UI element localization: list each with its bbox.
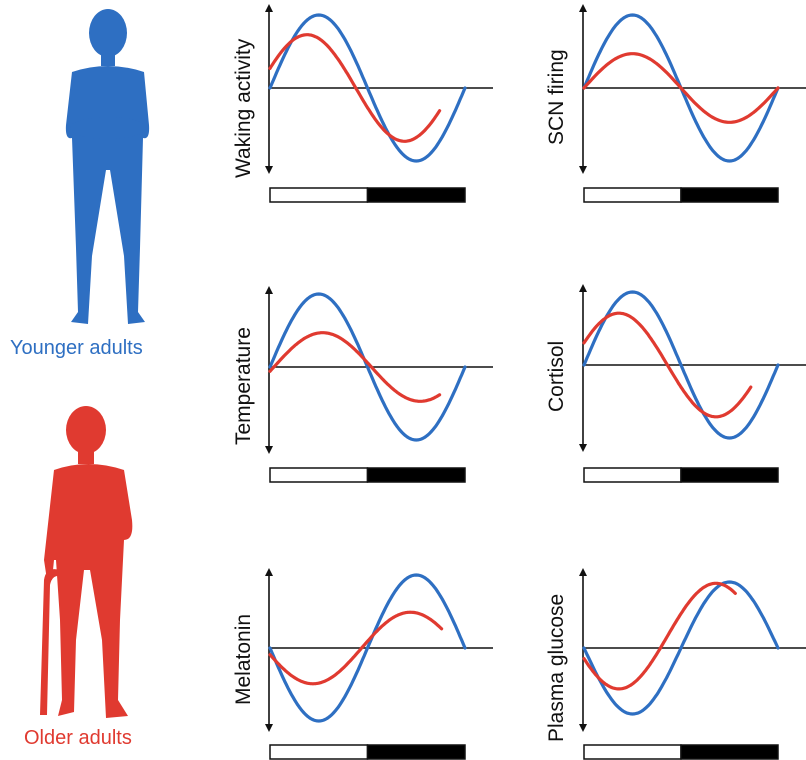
ylabel-scn-firing: SCN firing — [545, 49, 568, 145]
ylabel-melatonin: Melatonin — [232, 613, 255, 705]
series-line-older — [582, 311, 753, 419]
day-bar — [269, 467, 369, 483]
panel-temperature — [265, 286, 493, 483]
ylabel-waking-activity: Waking activity — [232, 38, 255, 178]
ylabel-cortisol: Cortisol — [545, 340, 568, 412]
older-adults-label: Older adults — [24, 727, 132, 749]
series-line-older — [268, 610, 444, 686]
night-bar — [680, 744, 779, 760]
ylabel-plasma-glucose: Plasma glucose — [545, 593, 568, 742]
younger-adult-silhouette-icon — [65, 9, 150, 324]
series-line-younger — [268, 13, 467, 163]
ylabel-temperature: Temperature — [232, 327, 255, 445]
day-bar — [583, 467, 682, 483]
panel-waking-activity — [265, 4, 493, 203]
day-bar — [269, 744, 369, 760]
night-bar — [366, 467, 466, 483]
series-line-younger — [268, 573, 467, 723]
day-bar — [583, 187, 682, 203]
day-bar — [269, 187, 369, 203]
night-bar — [680, 187, 779, 203]
series-line-older — [268, 331, 442, 403]
younger-adults-label: Younger adults — [10, 337, 143, 359]
series-line-younger — [582, 580, 780, 716]
series-line-younger — [582, 290, 780, 440]
night-bar — [366, 744, 466, 760]
panel-plasma-glucose — [579, 568, 806, 760]
series-line-older — [582, 52, 780, 124]
series-line-older — [268, 33, 442, 143]
series-line-younger — [268, 292, 467, 442]
panel-scn-firing — [579, 4, 806, 203]
night-bar — [680, 467, 779, 483]
panel-melatonin — [265, 568, 493, 760]
series-line-older — [582, 581, 737, 691]
night-bar — [366, 187, 466, 203]
older-adult-with-cane-silhouette-icon — [40, 406, 133, 718]
day-bar — [583, 744, 682, 760]
panel-cortisol — [579, 284, 806, 483]
